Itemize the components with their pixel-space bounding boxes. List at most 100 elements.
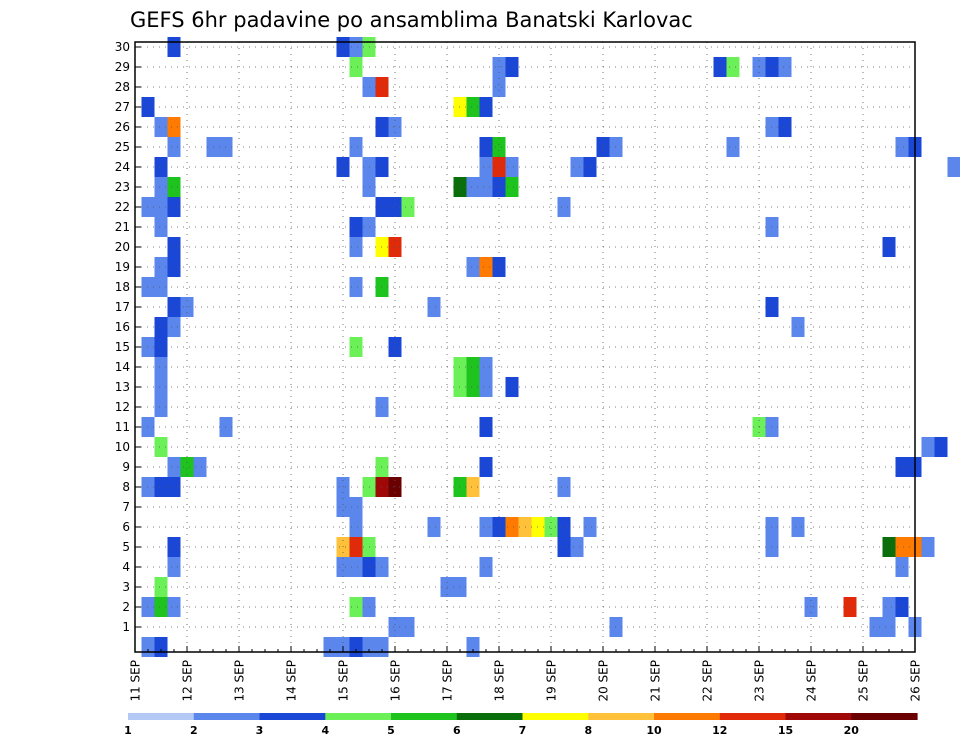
colorbar-label: 5	[387, 724, 395, 737]
colorbar-segment	[193, 713, 261, 720]
heatmap-cell	[479, 97, 493, 117]
heatmap-cell	[349, 517, 363, 537]
heatmap-cell	[349, 137, 363, 157]
heatmap-cell	[154, 437, 168, 457]
x-tick-label: 13 SEP	[233, 660, 247, 702]
heatmap-cell	[895, 457, 909, 477]
y-tick-label: 7	[122, 500, 130, 514]
heatmap-cell	[557, 477, 571, 497]
colorbar-segment	[851, 713, 918, 720]
x-axis: 11 SEP 12 SEP 13 SEP 14 SEP 15 SEP 16 SEP 17 S…	[129, 646, 923, 702]
y-tick-label: 14	[115, 360, 130, 374]
heatmap-cell	[921, 437, 935, 457]
heatmap-cell	[466, 637, 480, 657]
heatmap-cell	[544, 517, 558, 537]
colorbar-segment	[654, 713, 721, 720]
colorbar-segment	[785, 713, 852, 720]
heatmap-cell	[895, 137, 909, 157]
heatmap-cell	[141, 637, 155, 657]
colorbar-label: 15	[778, 724, 793, 737]
heatmap-cell	[349, 217, 363, 237]
heatmap-cell	[479, 137, 493, 157]
y-tick-label: 23	[115, 180, 130, 194]
y-tick-label: 20	[115, 240, 130, 254]
grid-lines	[134, 42, 916, 652]
heatmap-cell	[167, 297, 181, 317]
heatmap-cell	[336, 157, 350, 177]
heatmap-cell	[479, 177, 493, 197]
y-tick-label: 10	[115, 440, 130, 454]
y-tick-label: 22	[115, 200, 130, 214]
heatmap-cell	[388, 617, 402, 637]
heatmap-cell	[492, 77, 506, 97]
y-tick-label: 4	[122, 560, 130, 574]
heatmap-cell	[388, 337, 402, 357]
colorbar-segment	[128, 713, 195, 720]
colorbar-label: 8	[584, 724, 592, 737]
heatmap-cell	[167, 177, 181, 197]
heatmap-cell	[882, 537, 896, 557]
heatmap-cell	[466, 97, 480, 117]
colorbar-label: 2	[190, 724, 198, 737]
y-tick-label: 26	[115, 120, 130, 134]
heatmap-cell	[947, 157, 960, 177]
x-tick-label: 17 SEP	[441, 660, 455, 702]
colorbar-label: 3	[256, 724, 264, 737]
heatmap-cell	[882, 597, 896, 617]
heatmap-cell	[167, 597, 181, 617]
heatmap-cell	[895, 557, 909, 577]
heatmap-cells	[141, 37, 960, 657]
colorbar-segment	[325, 713, 392, 720]
y-tick-label: 5	[122, 540, 130, 554]
heatmap-cell	[154, 117, 168, 137]
x-tick-label: 22 SEP	[701, 660, 715, 702]
heatmap-cell	[167, 537, 181, 557]
heatmap-cell	[154, 177, 168, 197]
heatmap-cell	[505, 517, 519, 537]
heatmap-cell	[167, 237, 181, 257]
y-tick-label: 19	[115, 260, 130, 274]
heatmap-cell	[154, 337, 168, 357]
heatmap-cell	[349, 497, 363, 517]
heatmap-cell	[154, 277, 168, 297]
y-tick-label: 15	[115, 340, 130, 354]
heatmap-cell	[479, 517, 493, 537]
y-tick-label: 28	[115, 80, 130, 94]
heatmap-cell	[375, 637, 389, 657]
colorbar-label: 6	[453, 724, 461, 737]
x-tick-label: 19 SEP	[545, 660, 559, 702]
chart-title: GEFS 6hr padavine po ansamblima Banatski…	[130, 8, 693, 32]
y-tick-label: 16	[115, 320, 130, 334]
heatmap-cell	[388, 197, 402, 217]
y-tick-label: 11	[115, 420, 130, 434]
heatmap-cell	[934, 437, 948, 457]
heatmap-cell	[167, 117, 181, 137]
heatmap-cell	[492, 257, 506, 277]
y-tick-label: 18	[115, 280, 130, 294]
heatmap-cell	[167, 197, 181, 217]
colorbar-segment	[456, 713, 524, 720]
y-tick-label: 8	[122, 480, 130, 494]
heatmap-cell	[427, 297, 441, 317]
y-tick-label: 13	[115, 380, 130, 394]
heatmap-cell	[583, 157, 597, 177]
heatmap-cell	[154, 157, 168, 177]
heatmap-cell	[349, 557, 363, 577]
y-tick-label: 2	[122, 600, 130, 614]
colorbar-segment	[391, 713, 458, 720]
heatmap-cell	[492, 517, 506, 537]
y-axis: 1234567891011121314151617181920212223242…	[115, 40, 141, 634]
heatmap-cell	[505, 177, 519, 197]
heatmap-cell	[921, 537, 935, 557]
heatmap-cell	[557, 517, 571, 537]
heatmap-cell	[479, 257, 493, 277]
heatmap-cell	[895, 597, 909, 617]
heatmap-cell	[349, 337, 363, 357]
y-tick-label: 30	[115, 40, 130, 54]
y-tick-label: 24	[115, 160, 130, 174]
heatmap-cell	[492, 157, 506, 177]
x-tick-label: 12 SEP	[181, 660, 195, 702]
heatmap-cell	[479, 357, 493, 377]
x-tick-label: 23 SEP	[753, 660, 767, 702]
